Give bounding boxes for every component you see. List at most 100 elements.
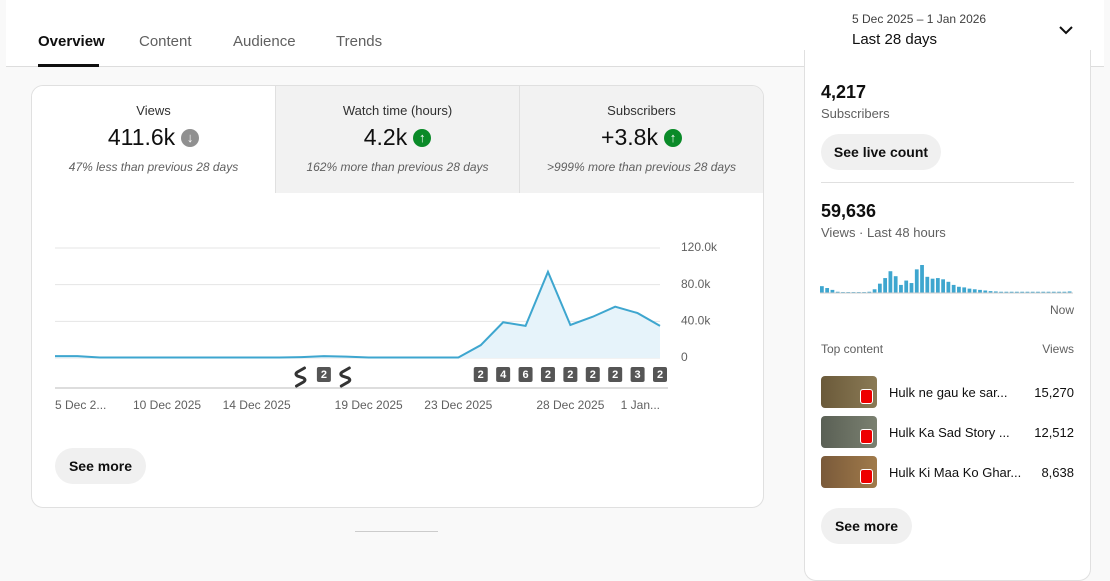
bar (946, 281, 951, 293)
metric-name: Watch time (hours) (342, 103, 453, 118)
date-range[interactable]: 5 Dec 2025 – 1 Jan 2026 (852, 12, 987, 26)
bar (872, 289, 877, 293)
bar (920, 265, 924, 293)
content-title: Hulk ne gau ke sar... (889, 385, 1008, 400)
marker-label: 2 (590, 369, 596, 381)
bar (820, 286, 824, 293)
x-tick-label: 28 Dec 2025 (536, 398, 604, 412)
tab[interactable]: Trends (336, 33, 383, 50)
x-tick-label: 1 Jan... (621, 398, 660, 412)
bar (909, 283, 914, 293)
marker-badge (653, 367, 667, 382)
bar (935, 278, 940, 293)
content-row[interactable]: Hulk Ka Sad Story ... 12,512 (821, 416, 1074, 448)
metric-change: 162% more than previous 28 days (306, 160, 489, 174)
bar (899, 284, 903, 293)
marker-label: 2 (545, 369, 551, 381)
views-header: Views (1042, 342, 1074, 356)
content-title: Hulk Ka Sad Story ... (889, 425, 1010, 440)
bar (1025, 291, 1030, 293)
bar (930, 278, 935, 293)
top-content-label: Top content (821, 342, 884, 356)
bar (957, 286, 961, 293)
dropdown-icon[interactable] (1058, 24, 1074, 38)
bar (914, 269, 919, 293)
bar (951, 284, 956, 293)
bar (962, 287, 967, 293)
bar (983, 290, 988, 293)
bar (1015, 291, 1019, 293)
thumbnail (821, 456, 877, 488)
y-tick-label: 120.0k (681, 240, 718, 254)
bar (1020, 291, 1025, 293)
marker-badge (630, 367, 645, 382)
bar (893, 276, 898, 293)
content-row[interactable]: Hulk ne gau ke sar... 15,270 (821, 376, 1074, 408)
x-tick-label: 5 Dec 2... (55, 398, 106, 412)
marker-label: 2 (657, 369, 663, 381)
content-row[interactable]: Hulk Ki Maa Ko Ghar... 8,638 (821, 456, 1074, 488)
now-label: Now (1049, 303, 1074, 317)
page: Overview Content Audience Trends 5 Dec 2… (6, 12, 1104, 581)
line-chart: 0 40.0k 80.0k 120.0k 2 2 4 6 2 2 2 2 3 2 5 Dec 2... 10 … (55, 240, 718, 412)
bar (1051, 291, 1056, 293)
bar (1009, 291, 1014, 293)
see-more-button[interactable]: See more (55, 448, 146, 484)
bar (1030, 291, 1035, 293)
metric-change: 47% less than previous 28 days (68, 160, 239, 174)
date-label[interactable]: Last 28 days (852, 31, 938, 48)
metric-tab[interactable]: Subscribers +3.8k ↑ >999% more than previ… (520, 86, 763, 193)
divider (355, 531, 438, 532)
x-tick-label: 14 Dec 2025 (223, 398, 291, 412)
tab[interactable]: Overview (38, 33, 105, 50)
live-count-button[interactable]: See live count (821, 134, 941, 170)
bar (988, 291, 993, 293)
x-tick-label: 19 Dec 2025 (335, 398, 403, 412)
marker-label: 3 (635, 369, 641, 381)
content-views: 12,512 (1034, 425, 1074, 440)
subscriber-label: Subscribers (821, 106, 890, 121)
content-views: 8,638 (1041, 465, 1074, 480)
subscriber-count: 4,217 (821, 82, 867, 102)
marker-badge (518, 367, 533, 382)
bar (835, 291, 840, 293)
see-more-button[interactable]: See more (821, 508, 912, 544)
bar (941, 279, 945, 293)
bar (1041, 291, 1046, 293)
marker-label: 2 (612, 369, 618, 381)
bar (967, 288, 972, 293)
bar (999, 291, 1003, 293)
bar (993, 291, 998, 293)
x-tick-label: 10 Dec 2025 (133, 398, 201, 412)
marker-label: 4 (500, 369, 507, 381)
tab[interactable]: Content (139, 33, 192, 50)
marker-badge (496, 367, 511, 382)
bar (978, 289, 982, 293)
bar (1036, 291, 1040, 293)
marker-badge (608, 367, 623, 382)
shorts-icon (294, 366, 307, 388)
bar (825, 288, 830, 293)
marker-badge (563, 367, 578, 382)
thumbnail (821, 376, 877, 408)
metric-tab[interactable]: Watch time (hours) 4.2k ↑ 162% more than … (276, 86, 520, 193)
realtime-card: 4,217 Subscribers See live count 59,636 … (804, 50, 1091, 581)
marker-label: 6 (522, 369, 528, 381)
marker-badge (585, 367, 600, 382)
metric-change: >999% more than previous 28 days (546, 160, 737, 174)
bar (1057, 291, 1061, 293)
marker-badge (473, 367, 488, 382)
content-views: 15,270 (1034, 385, 1074, 400)
bar (888, 271, 893, 293)
y-tick-label: 40.0k (681, 314, 711, 328)
shorts-icon (339, 366, 352, 388)
bar (1062, 291, 1067, 293)
bar (883, 278, 888, 293)
metric-value: 411.6k (107, 124, 176, 150)
y-tick-label: 0 (681, 350, 688, 364)
tab[interactable]: Audience (233, 33, 296, 50)
marker-badge (316, 367, 331, 382)
metric-tab[interactable]: Views 411.6k ↓ 47% less than previous 28 … (32, 86, 276, 193)
marker-label: 2 (567, 369, 573, 381)
marker-label: 2 (478, 369, 484, 381)
